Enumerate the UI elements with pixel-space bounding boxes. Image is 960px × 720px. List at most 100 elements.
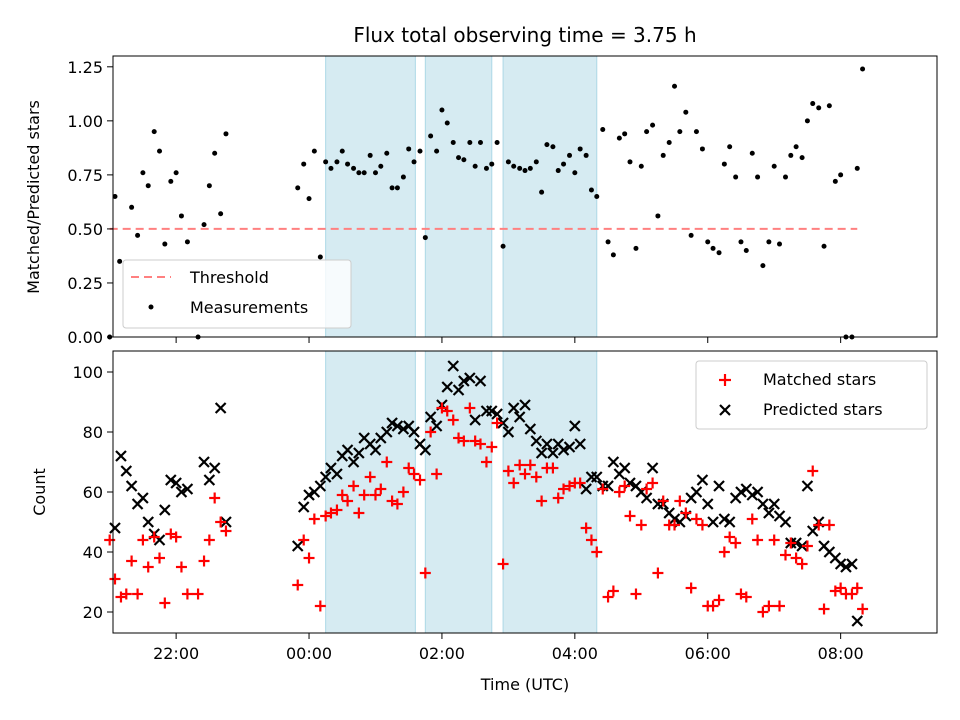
ytick-label: 20 <box>83 603 103 622</box>
matched-star-point <box>137 534 149 546</box>
predicted-star-point <box>452 384 465 396</box>
measurement-point <box>422 235 428 241</box>
measurement-point <box>378 163 384 169</box>
predicted-star-point <box>640 492 653 504</box>
matched-star-point <box>514 459 526 471</box>
measurement-point <box>328 165 334 171</box>
ytick-label: 0.25 <box>67 274 103 293</box>
matched-star-point <box>508 477 520 489</box>
matched-star-point <box>690 513 702 525</box>
matched-star-point <box>680 507 692 519</box>
matched-star-point <box>425 426 437 438</box>
matched-star-point <box>474 438 486 450</box>
matched-star-point <box>126 555 138 567</box>
matched-star-point <box>851 582 863 594</box>
top-plot-frame <box>112 55 938 338</box>
predicted-star-point <box>607 456 620 468</box>
matched-star-point <box>441 405 453 417</box>
measurement-point <box>788 152 794 158</box>
predicted-star-point <box>713 480 725 492</box>
top-chart-title: Flux total observing time = 3.75 h <box>353 23 696 47</box>
matched-legend-marker <box>719 374 731 386</box>
predicted-legend-label: Predicted stars <box>763 400 883 419</box>
measurement-point <box>145 183 151 189</box>
matched-star-point <box>718 546 730 558</box>
measurement-point <box>572 170 578 176</box>
predicted-star-point <box>563 441 576 453</box>
matched-star-point <box>408 468 420 480</box>
predicted-star-point <box>701 498 714 510</box>
predicted-star-point <box>535 447 548 459</box>
matched-star-point <box>109 573 121 585</box>
predicted-star-point <box>474 375 487 387</box>
predicted-star-point <box>441 381 454 393</box>
predicted-star-point <box>419 444 432 456</box>
measurement-point <box>117 258 123 264</box>
measurement-point <box>527 165 533 171</box>
predicted-star-point <box>386 417 398 429</box>
matched-star-point <box>597 483 609 495</box>
predicted-star-point <box>851 615 864 627</box>
predicted-star-point <box>806 525 819 537</box>
measurement-point <box>489 161 495 167</box>
matched-star-point <box>846 588 858 600</box>
measurement-point <box>749 150 755 156</box>
bottom-plot-area <box>104 360 869 627</box>
predicted-star-point <box>214 402 227 414</box>
measurement-point <box>561 161 567 167</box>
matched-star-point <box>502 465 514 477</box>
measurement-point <box>622 131 628 137</box>
ytick-label: 0.50 <box>67 220 103 239</box>
measurement-point <box>317 254 323 260</box>
predicted-star-point <box>137 492 149 504</box>
measurement-point <box>135 232 141 238</box>
measurement-point <box>743 248 749 254</box>
predicted-star-point <box>574 438 586 450</box>
matched-star-point <box>818 603 830 615</box>
measurement-point <box>456 155 462 161</box>
matched-star-point <box>148 531 160 543</box>
matched-star-point <box>740 591 752 603</box>
matched-star-point <box>536 495 548 507</box>
predicted-star-point <box>314 480 327 492</box>
measurement-point <box>411 159 417 165</box>
measurement-point <box>550 144 556 150</box>
measurement-point <box>361 170 367 176</box>
matched-star-point <box>348 480 360 492</box>
measurement-point <box>406 146 412 152</box>
matched-star-point <box>774 600 786 612</box>
matched-star-point <box>652 567 664 579</box>
matched-star-point <box>635 519 647 531</box>
predicted-star-point <box>541 438 553 450</box>
measurement-point <box>428 133 434 139</box>
predicted-star-point <box>397 423 410 435</box>
predicted-star-point <box>165 474 177 486</box>
matched-star-point <box>713 594 725 606</box>
ytick-label: 1.00 <box>67 112 103 131</box>
measurement-point <box>655 213 661 219</box>
matched-star-point <box>857 603 869 615</box>
xtick-label: 04:00 <box>552 644 598 663</box>
predicted-star-point <box>303 489 315 501</box>
measurement-point <box>693 129 699 135</box>
measurement-point <box>389 185 395 191</box>
matched-star-point <box>580 522 592 534</box>
predicted-star-point <box>723 516 736 528</box>
matched-star-point <box>175 561 187 573</box>
measurement-point <box>157 148 163 154</box>
measurement-point <box>610 252 616 258</box>
predicted-star-point <box>181 483 194 495</box>
measurement-point <box>594 194 600 199</box>
measurement-point <box>301 161 307 167</box>
ytick-label: 0.75 <box>67 166 103 185</box>
measurements-legend-label: Measurements <box>190 298 308 317</box>
measurement-point <box>804 118 810 124</box>
matched-star-point <box>403 462 415 474</box>
matched-star-point <box>414 474 426 486</box>
matched-star-point <box>685 582 697 594</box>
predicted-star-point <box>846 558 858 570</box>
predicted-star-point <box>125 480 138 492</box>
predicted-star-point <box>763 507 775 519</box>
matched-star-point <box>486 441 498 453</box>
measurement-point <box>583 152 589 158</box>
